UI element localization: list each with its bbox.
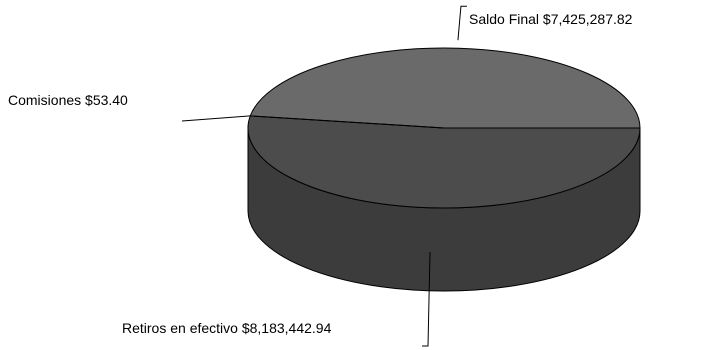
pie-slice-retiros-en-efectivo — [247, 115, 641, 209]
pie-slice-saldo-final — [249, 47, 641, 129]
data-label-retiros-en-efectivo: Retiros en efectivo $8,183,442.94 — [122, 320, 332, 336]
leader-line-saldo-final — [457, 5, 467, 41]
pie-slice-comisiones — [250, 115, 445, 129]
data-label-saldo-final: Saldo Final $7,425,287.82 — [469, 11, 633, 27]
leader-line-retiros-en-efectivo — [422, 251, 431, 347]
pie-body — [247, 47, 641, 292]
leader-line-comisiones — [181, 115, 251, 122]
data-label-comisiones: Comisiones $53.40 — [8, 92, 128, 108]
